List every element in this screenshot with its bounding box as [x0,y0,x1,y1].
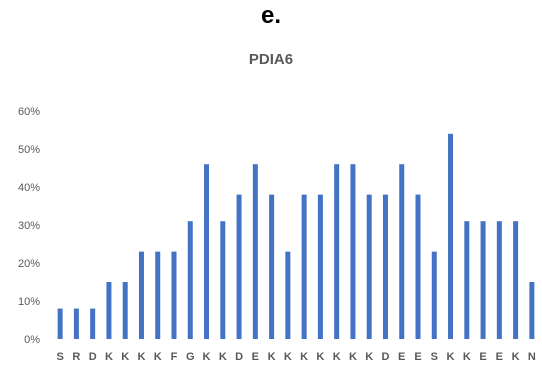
x-tick-label: K [463,351,471,363]
bar [155,251,161,339]
x-tick-label: K [365,351,373,363]
bar [480,221,486,339]
x-tick-label: E [398,351,405,363]
bar [269,194,275,339]
bar [236,194,242,339]
x-tick-label: K [333,351,341,363]
x-tick-label: K [121,351,129,363]
x-tick-label: F [171,351,178,363]
bar [220,221,226,339]
bar [90,308,96,339]
x-tick-label: K [284,351,292,363]
bar [350,164,356,339]
x-tick-label: R [72,351,80,363]
bars [57,133,535,339]
bar [464,221,470,339]
bar [496,221,502,339]
x-tick-label: E [414,351,421,363]
bar [366,194,372,339]
x-tick-label: K [154,351,162,363]
y-tick-label: 50% [18,144,40,156]
bar [171,251,177,339]
bar [399,164,405,339]
x-tick-label: K [203,351,211,363]
x-tick-label: K [349,351,357,363]
x-tick-label: D [235,351,243,363]
y-tick-label: 30% [18,220,40,232]
bar [57,308,63,339]
x-tick-label: K [137,351,145,363]
y-axis: 0% 10% 20% 30% 40% 50% 60% [18,106,40,346]
y-tick-label: 60% [18,106,40,118]
bar [513,221,519,339]
x-tick-label: N [528,351,536,363]
bar [73,308,79,339]
x-tick-label: K [105,351,113,363]
y-tick-label: 10% [18,296,40,308]
bar [317,194,323,339]
x-tick-label: E [252,351,259,363]
y-tick-label: 20% [18,258,40,270]
bar [431,251,437,339]
bar [529,282,535,339]
x-tick-label: K [447,351,455,363]
panel-label: e. [260,2,281,29]
bar [285,251,291,339]
bar [301,194,307,339]
bar [334,164,340,339]
x-tick-label: D [381,351,389,363]
x-tick-label: G [186,351,195,363]
bar [106,282,112,339]
bar [252,164,258,339]
y-tick-label: 40% [18,182,40,194]
x-tick-label: K [316,351,324,363]
x-tick-label: D [89,351,97,363]
bar [204,164,210,339]
x-tick-label: E [479,351,486,363]
x-tick-label: K [512,351,520,363]
x-tick-label: E [496,351,503,363]
bar [138,251,144,339]
y-tick-label: 0% [24,334,40,346]
bar [382,194,388,339]
chart-title: PDIA6 [248,51,294,68]
bar [122,282,128,339]
x-tick-label: S [56,351,63,363]
bar [448,133,454,339]
x-tick-label: K [300,351,308,363]
x-tick-label: S [431,351,438,363]
x-tick-label: K [268,351,276,363]
x-tick-label: K [219,351,227,363]
bar [187,221,193,339]
bar [415,194,421,339]
